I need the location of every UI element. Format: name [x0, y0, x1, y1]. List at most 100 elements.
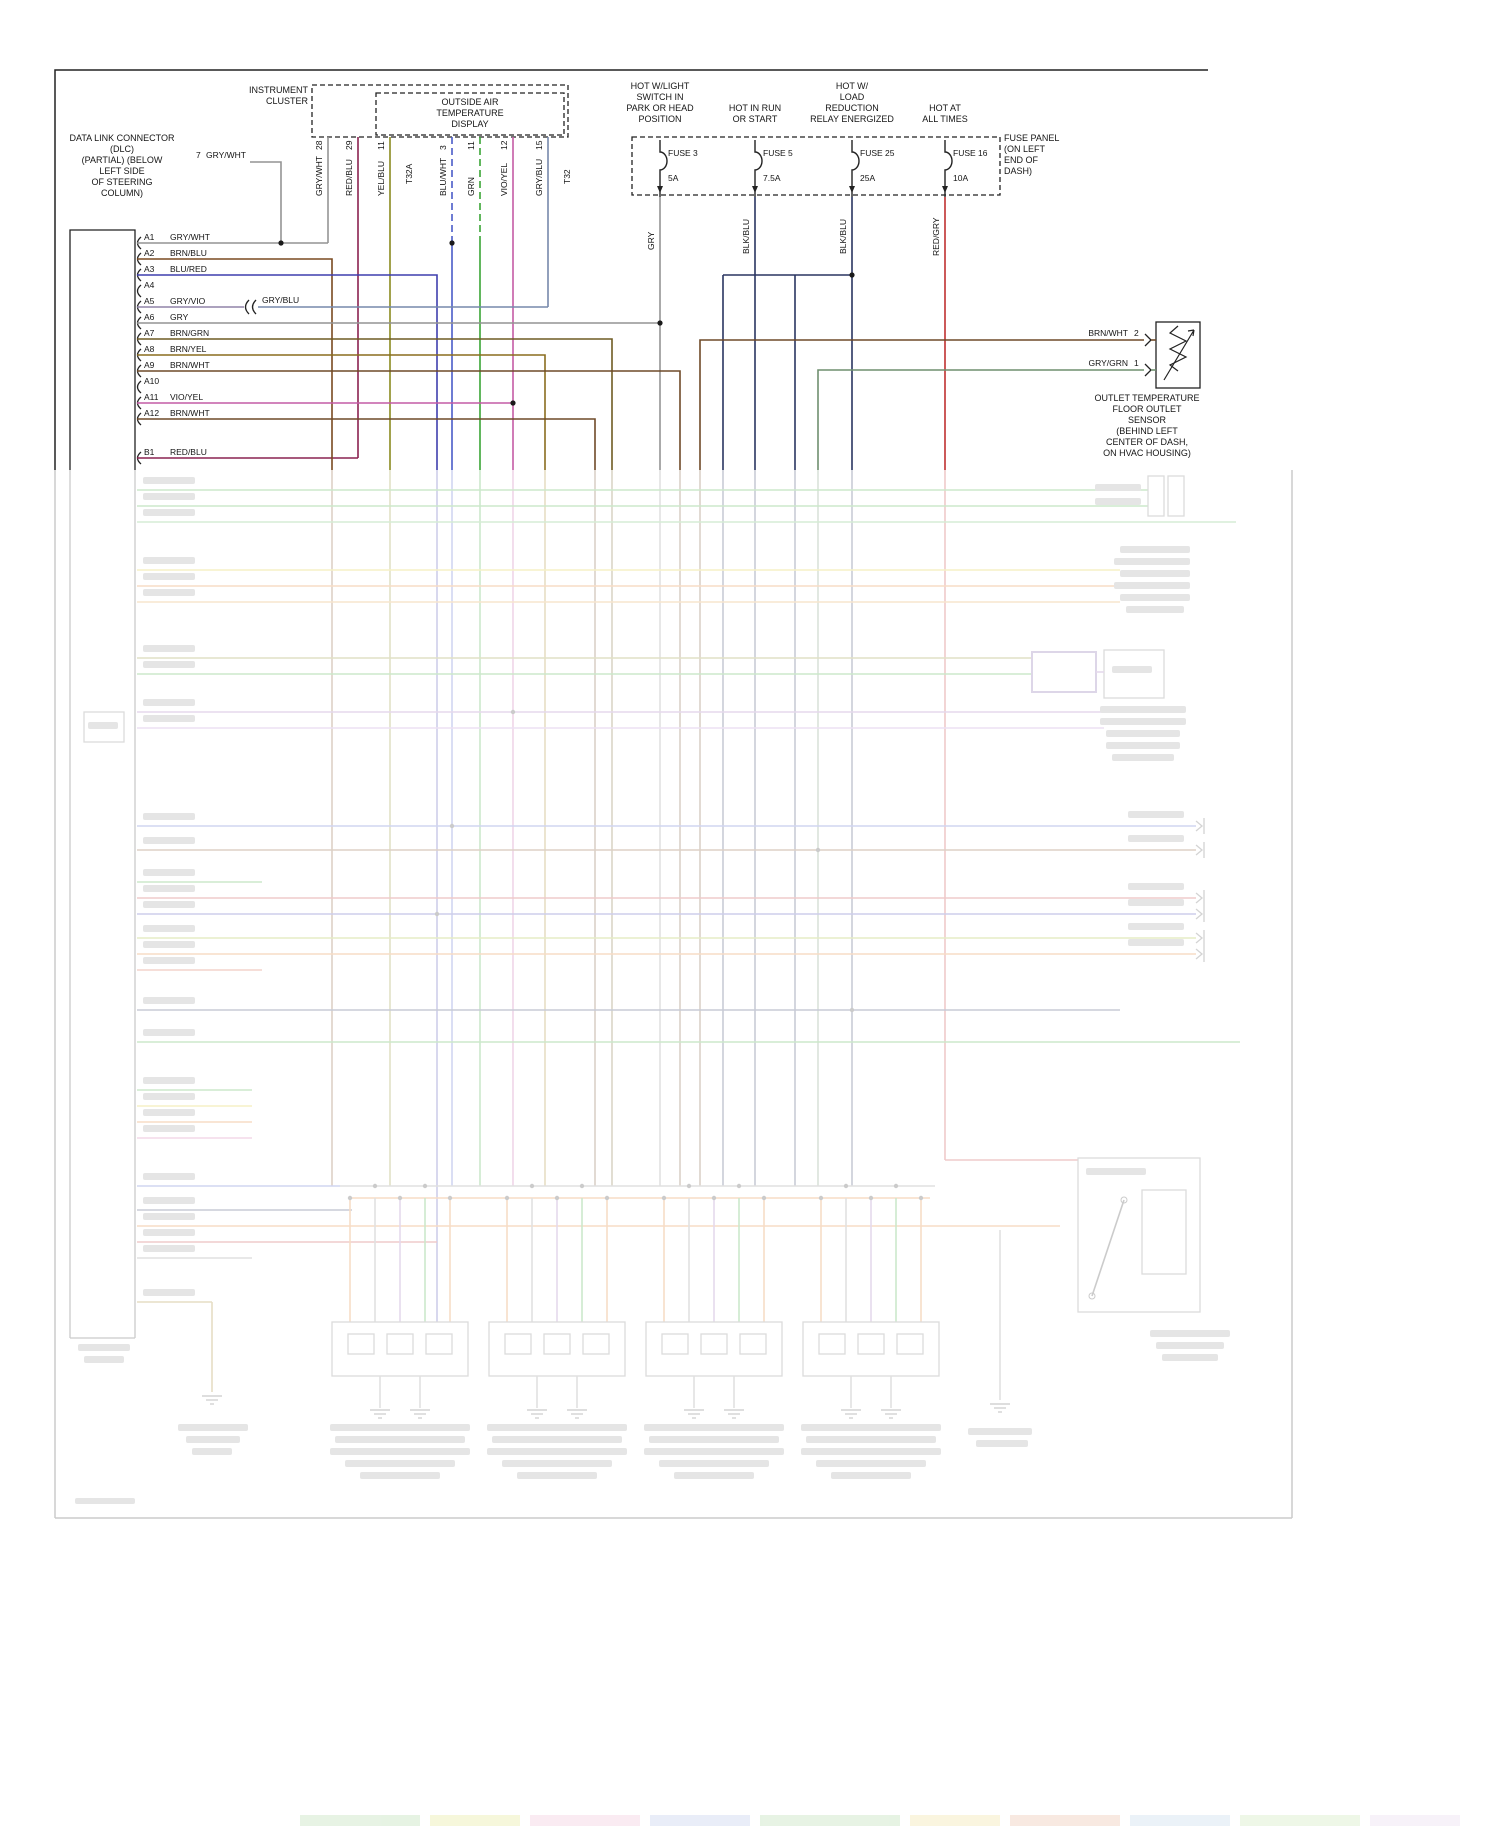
svg-text:A8: A8 — [144, 344, 155, 354]
illegible-text-blob — [143, 1173, 195, 1180]
junction-dot — [397, 1195, 403, 1201]
illegible-text-blob — [143, 477, 195, 484]
svg-text:GRY: GRY — [170, 312, 189, 322]
wire-pin7-gry-wht — [250, 161, 282, 243]
wires-crisp — [137, 137, 1156, 470]
svg-text:11: 11 — [376, 141, 386, 150]
svg-text:A10: A10 — [144, 376, 159, 386]
illegible-text-blob — [143, 661, 195, 668]
outside-air-display-box — [375, 92, 565, 136]
component-box — [802, 1321, 940, 1377]
wire-a3-blu-red — [137, 274, 438, 470]
illegible-text-blob — [143, 1093, 195, 1100]
illegible-text-blob — [1120, 570, 1190, 577]
svg-text:7.5A: 7.5A — [763, 173, 781, 183]
svg-text:15: 15 — [534, 140, 544, 150]
illegible-text-blob — [968, 1428, 1032, 1435]
svg-text:(BEHIND LEFT: (BEHIND LEFT — [1116, 426, 1178, 436]
component-box — [347, 1333, 375, 1355]
junction-dot — [372, 1183, 378, 1189]
dlc-label: DATA LINK CONNECTOR — [69, 133, 175, 143]
fuse-25-symbol — [851, 140, 860, 197]
svg-text:GRY/GRN: GRY/GRN — [1088, 358, 1128, 368]
svg-text:GRY/WHT: GRY/WHT — [170, 232, 210, 242]
component-box — [1167, 475, 1185, 517]
svg-text:PARK OR HEAD: PARK OR HEAD — [626, 103, 694, 113]
illegible-text-blob — [143, 869, 195, 876]
svg-text:A7: A7 — [144, 328, 155, 338]
dlc-pin7-wire-label: GRY/WHT — [206, 150, 246, 160]
wire-sensor-gry-grn — [817, 369, 1144, 470]
junction-dot — [449, 823, 455, 829]
svg-text:GRY/WHT: GRY/WHT — [314, 156, 324, 196]
dlc-box — [69, 229, 136, 470]
svg-text:T32A: T32A — [404, 163, 414, 184]
svg-text:T32: T32 — [562, 169, 572, 184]
wire-a7-brn-grn — [137, 338, 613, 470]
svg-text:10A: 10A — [953, 173, 968, 183]
junction-dot — [711, 1195, 717, 1201]
junction-dot — [422, 1183, 428, 1189]
junction-dot — [449, 240, 455, 246]
component-box — [700, 1333, 728, 1355]
illegible-text-blob — [143, 1077, 195, 1084]
illegible-text-blob — [801, 1448, 941, 1455]
svg-text:FLOOR OUTLET: FLOOR OUTLET — [1112, 404, 1182, 414]
wire-a9-brn-wht — [137, 370, 681, 470]
wire-break-mark — [244, 299, 250, 315]
illegible-text-blob — [644, 1448, 784, 1455]
connector-chevron-icon — [1195, 892, 1204, 904]
junction-dot — [434, 911, 440, 917]
illegible-text-blob — [674, 1472, 754, 1479]
component-box — [1031, 651, 1097, 693]
junction-dot — [893, 1183, 899, 1189]
illegible-text-blob — [487, 1424, 627, 1431]
junction-dot — [661, 1195, 667, 1201]
junction-dot — [529, 1183, 535, 1189]
illegible-text-blob — [1128, 899, 1184, 906]
svg-text:FUSE 5: FUSE 5 — [763, 148, 793, 158]
illegible-text-blob — [831, 1472, 911, 1479]
illegible-text-blob — [143, 699, 195, 706]
svg-text:LEFT SIDE: LEFT SIDE — [99, 166, 144, 176]
fuse-16-symbol — [944, 140, 953, 197]
resistor-zigzag-icon — [1168, 325, 1188, 372]
illegible-text-blob — [492, 1436, 622, 1443]
svg-text:28: 28 — [314, 140, 324, 150]
svg-text:END OF: END OF — [1004, 155, 1039, 165]
svg-text:A12: A12 — [144, 408, 159, 418]
svg-text:BLK/BLU: BLK/BLU — [838, 219, 848, 254]
connector-chevron-icon — [1144, 333, 1152, 347]
illegible-text-blob — [143, 1197, 195, 1204]
svg-text:HOT W/LIGHT: HOT W/LIGHT — [631, 81, 690, 91]
svg-text:POSITION: POSITION — [638, 114, 681, 124]
svg-text:25A: 25A — [860, 173, 875, 183]
thermistor-arrow-icon — [1163, 329, 1195, 381]
svg-text:DASH): DASH) — [1004, 166, 1032, 176]
component-box — [1077, 1157, 1201, 1313]
svg-text:A2: A2 — [144, 248, 155, 258]
svg-text:FUSE PANEL: FUSE PANEL — [1004, 133, 1059, 143]
component-box — [645, 1321, 783, 1377]
illegible-text-blob — [143, 1289, 195, 1296]
fuse-5-symbol — [754, 140, 763, 197]
illegible-text-blob — [816, 1460, 926, 1467]
component-box — [488, 1321, 626, 1377]
junction-dot — [657, 320, 663, 326]
svg-text:SWITCH IN: SWITCH IN — [637, 92, 684, 102]
illegible-text-blob — [644, 1424, 784, 1431]
illegible-text-blob — [1095, 484, 1141, 491]
arrow-down-icon — [849, 186, 855, 193]
svg-text:RED/GRY: RED/GRY — [931, 217, 941, 256]
svg-text:HOT AT: HOT AT — [929, 103, 961, 113]
illegible-text-blob — [1126, 606, 1184, 613]
illegible-text-blob — [1114, 558, 1190, 565]
illegible-text-blob — [1128, 883, 1184, 890]
illegible-text-blob — [143, 941, 195, 948]
illegible-text-blob — [143, 493, 195, 500]
svg-text:TEMPERATURE: TEMPERATURE — [436, 108, 503, 118]
illegible-text-blob — [1095, 498, 1141, 505]
svg-text:RED/BLU: RED/BLU — [344, 159, 354, 196]
junction-dot — [868, 1195, 874, 1201]
